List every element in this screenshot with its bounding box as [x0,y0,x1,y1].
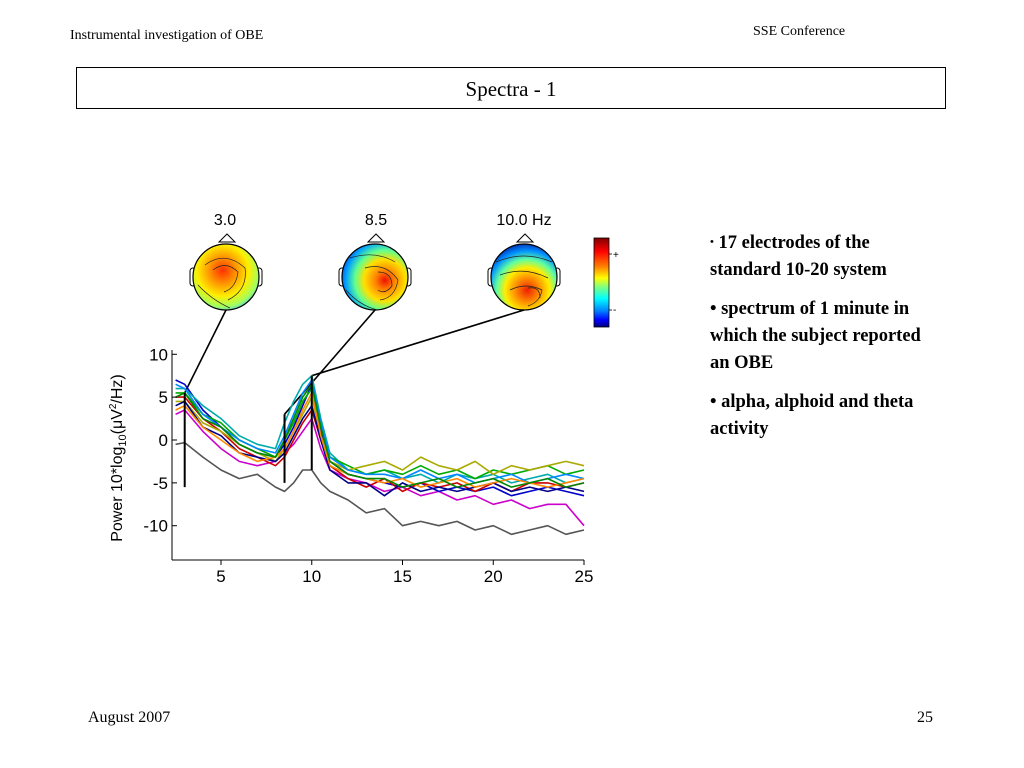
spectrum-plot: 5 10 15 20 25 10 5 0 -5 -10 [143,345,593,586]
footer-date: August 2007 [88,709,171,726]
x-tick-label: 5 [216,567,225,586]
spectrum-series-10 [175,392,585,488]
topo-map-2 [338,233,412,311]
colorbar [593,237,610,328]
x-tick-label: 20 [484,567,503,586]
spectrum-series-7 [175,396,585,476]
footer-page-number: 25 [917,709,933,726]
topo-map-3 [487,233,561,311]
spectrum-series-8 [175,400,585,497]
spectrum-series-4 [175,374,585,484]
bullet-item-1: • 17 electrodes of the standard 10-20 sy… [710,233,887,280]
header-left-text: Instrumental investigation of OBE [70,28,264,43]
y-tick-label: -5 [153,474,168,493]
x-axis-label: Frequency (Hz) [320,590,430,607]
y-tick-label: 0 [159,431,168,450]
y-axis-label: Power 10*log10(μV2/Hz) [108,374,129,542]
slide-title-box: Spectra - 1 [76,67,946,109]
topo-map-1 [189,233,263,311]
spectrum-series-1 [175,441,585,536]
connector-lines [183,309,525,415]
y-tick-label: 5 [159,388,168,407]
colorbar-minus-label: - [613,305,616,316]
bullet-list: • 17 electrodes of the standard 10-20 sy… [710,229,940,455]
header-right-text: SSE Conference [753,24,846,39]
x-tick-label: 25 [575,567,594,586]
x-tick-label: 10 [302,567,321,586]
spectrum-series-11 [175,383,585,488]
colorbar-plus-label: + [613,250,619,261]
topo-label-2: 8.5 [365,212,387,229]
y-tick-label: -10 [143,517,168,536]
bullet-item-3: • alpha, alphoid and theta activity [710,392,914,439]
x-tick-label: 15 [393,567,412,586]
y-tick-label: 10 [149,345,168,364]
spectrum-series-9 [175,379,585,484]
bullet-item-2: • spectrum of 1 minute in which the subj… [710,299,921,373]
slide-title: Spectra - 1 [465,77,557,101]
topo-label-1: 3.0 [214,212,236,229]
topo-label-3: 10.0 Hz [496,212,551,229]
